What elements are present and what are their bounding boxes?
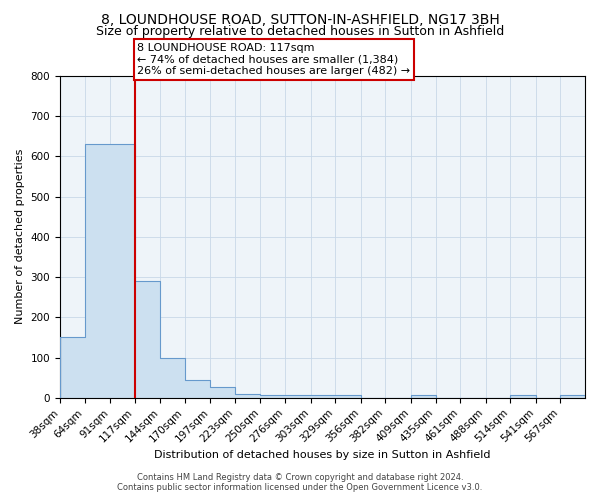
Text: 8 LOUNDHOUSE ROAD: 117sqm
← 74% of detached houses are smaller (1,384)
26% of se: 8 LOUNDHOUSE ROAD: 117sqm ← 74% of detac…	[137, 42, 410, 76]
Text: Size of property relative to detached houses in Sutton in Ashfield: Size of property relative to detached ho…	[96, 25, 504, 38]
Y-axis label: Number of detached properties: Number of detached properties	[15, 149, 25, 324]
X-axis label: Distribution of detached houses by size in Sutton in Ashfield: Distribution of detached houses by size …	[154, 450, 491, 460]
Text: Contains HM Land Registry data © Crown copyright and database right 2024.
Contai: Contains HM Land Registry data © Crown c…	[118, 473, 482, 492]
Text: 8, LOUNDHOUSE ROAD, SUTTON-IN-ASHFIELD, NG17 3BH: 8, LOUNDHOUSE ROAD, SUTTON-IN-ASHFIELD, …	[101, 12, 499, 26]
